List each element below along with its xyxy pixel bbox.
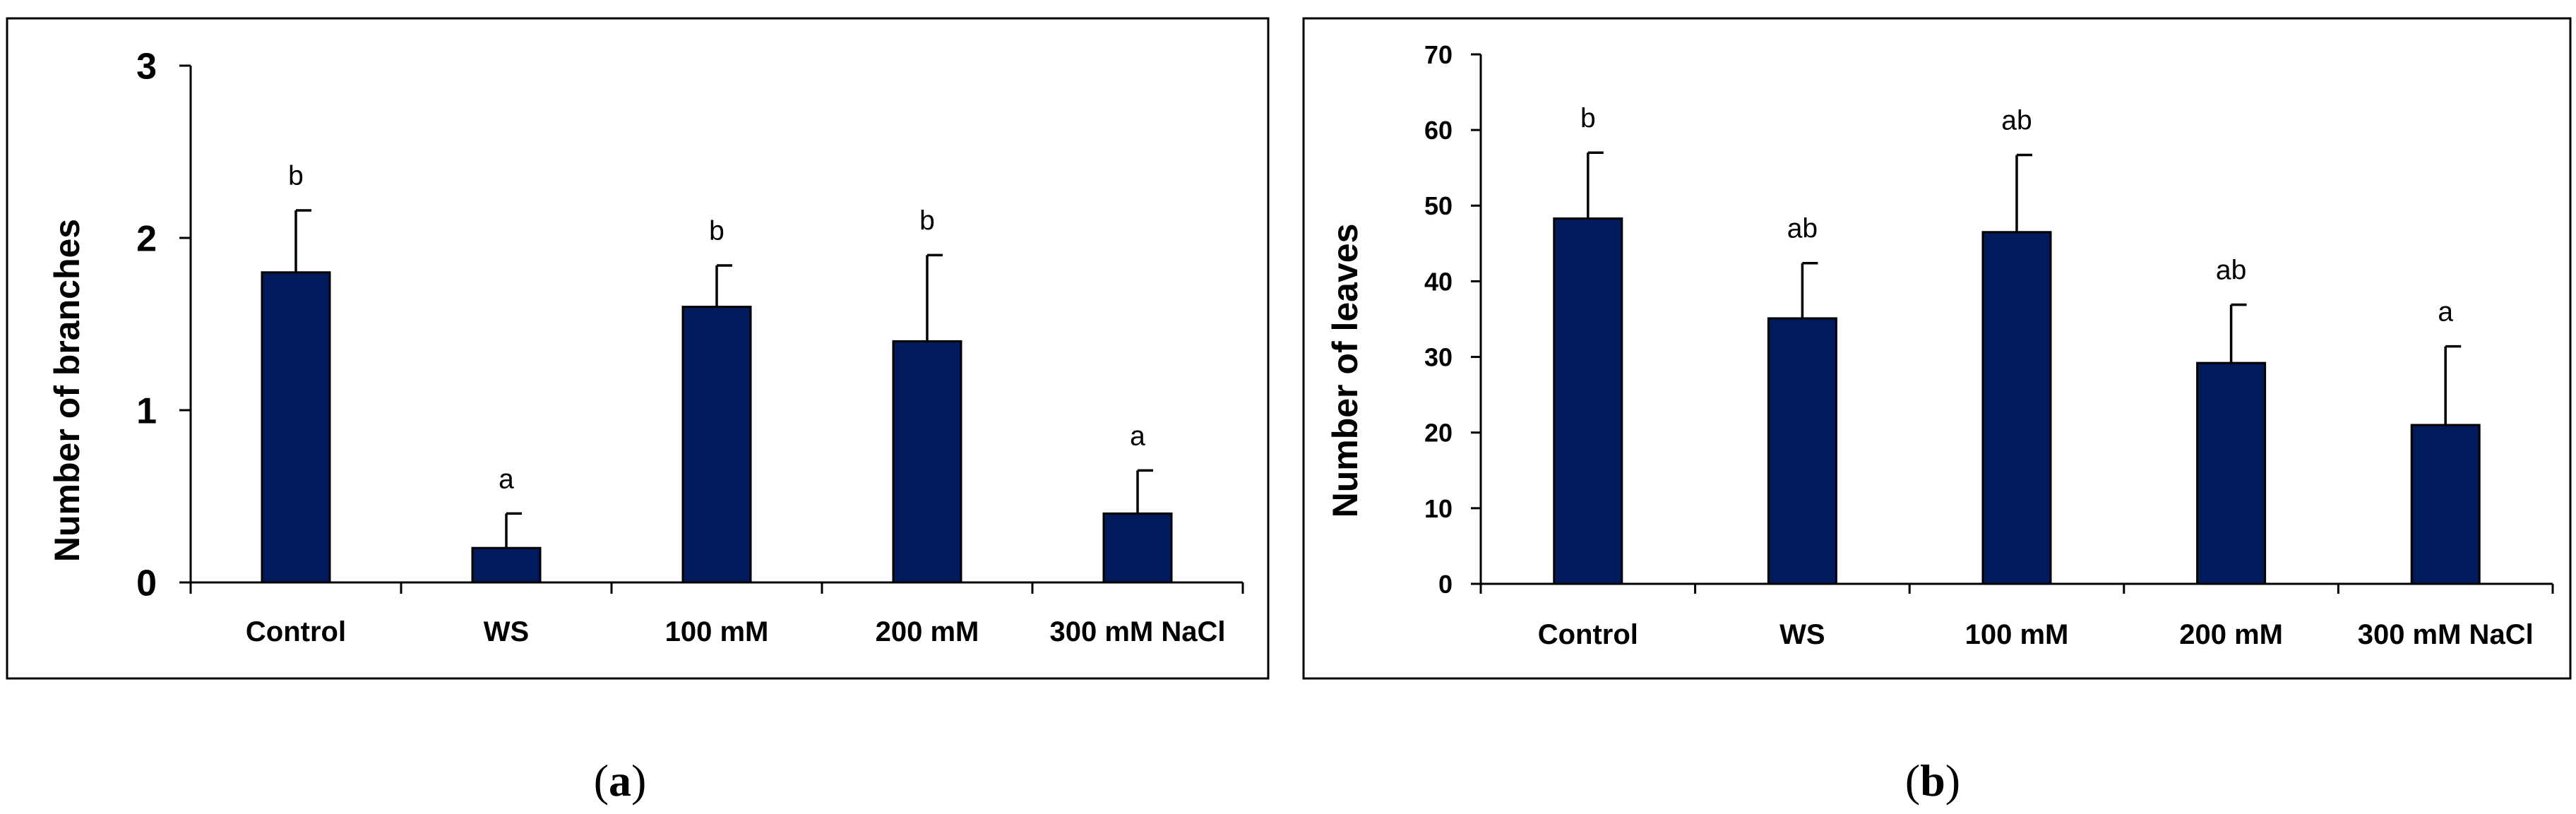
panel-a-error-bar (1136, 469, 1153, 514)
panel-b-bar (1767, 317, 1837, 585)
panel-b-error-bar (2229, 303, 2247, 364)
panel-a-y-tick-label: 3 (136, 47, 157, 88)
panel-a-significance-letter: b (288, 161, 304, 191)
panel-a-frame (6, 17, 1270, 680)
panel-b-bar (2410, 424, 2481, 585)
panel-b-plot: 0 10 20 30 40 50 60 70 b Control ab WS ab 100 mM ab 200… (1424, 40, 2554, 650)
panel-b-significance-letter: a (2438, 297, 2453, 328)
panel-b-caption-close: ) (1945, 755, 1960, 806)
panel-b-x-tick-label: 200 mM (2179, 619, 2283, 650)
panel-b-bar (2196, 361, 2267, 585)
panel-b-error-bar (1587, 151, 1604, 219)
panel-a-plot: 0 1 2 3 b Control a WS b 100 mM b 200 mM a 300 mM NaC… (136, 47, 1244, 647)
panel-a-error-bar (926, 253, 943, 342)
panel-a-x-tick-label: Control (246, 616, 346, 647)
panel-a-significance-letter: b (919, 205, 935, 236)
panel-b-x-tick-label: 100 mM (1965, 619, 2069, 650)
panel-a-caption-close: ) (631, 755, 646, 806)
panel-b-error-bar (1801, 261, 1818, 318)
panel-a-bar (1102, 512, 1173, 584)
panel-a-y-tick-label: 1 (136, 391, 157, 432)
panel-a-caption-open: ( (594, 755, 609, 806)
panel-a-error-bar (294, 209, 311, 273)
panel-a-bar (892, 340, 962, 584)
panel-a-significance-letter: b (709, 216, 724, 246)
panel-a-error-bar (715, 264, 732, 307)
panel-a-significance-letter: a (499, 464, 514, 494)
panel-a-x-tick-label: 100 mM (665, 616, 769, 647)
panel-b-caption-letter: b (1920, 755, 1945, 806)
panel-b: Number of leaves 0 10 20 30 40 50 60 70 b Control… (1302, 17, 2572, 680)
panel-b-significance-letter: ab (2216, 256, 2246, 286)
panel-a-x-tick-label: 300 mM NaCl (1050, 616, 1226, 647)
panel-a-significance-letter: a (1130, 421, 1145, 451)
panel-a-error-bar (505, 512, 522, 549)
panel-b-x-tick-label: WS (1779, 619, 1825, 650)
panel-b-y-tick-label: 0 (1438, 570, 1453, 599)
panel-a: Number of branches 0 1 2 3 b Control a WS b 100 m… (6, 17, 1270, 680)
panel-a-caption-letter: a (609, 755, 631, 806)
panel-b-bar (1553, 217, 1623, 585)
panel-a-bar (471, 546, 542, 584)
panel-b-frame (1302, 17, 2572, 680)
panel-a-bar (681, 306, 752, 584)
panel-b-y-tick-label: 50 (1424, 191, 1453, 220)
panel-b-significance-letter: b (1580, 103, 1596, 133)
panel-b-y-tick-label: 70 (1424, 40, 1453, 69)
panel-b-error-bar (2444, 345, 2462, 425)
panel-a-x-tick-label: WS (484, 616, 529, 647)
panel-b-significance-letter: ab (2001, 106, 2032, 136)
panel-b-y-tick-label: 30 (1424, 343, 1453, 372)
panel-b-y-tick-label: 10 (1424, 494, 1453, 523)
panel-b-y-tick-label: 40 (1424, 267, 1453, 296)
panel-a-y-tick-label: 2 (136, 219, 157, 260)
panel-b-y-tick-label: 20 (1424, 419, 1453, 448)
panel-b-bar (1981, 231, 2052, 585)
panel-b-caption: (b) (1905, 755, 1960, 806)
panel-b-significance-letter: ab (1787, 214, 1818, 244)
panel-b-caption-open: ( (1905, 755, 1920, 806)
panel-a-bar (261, 271, 331, 584)
panel-a-caption: (a) (594, 755, 647, 806)
panel-a-y-axis-label: Number of branches (47, 219, 87, 562)
panel-b-error-bar (2015, 153, 2032, 232)
panel-b-x-tick-label: Control (1538, 619, 1638, 650)
panel-b-y-axis-label: Number of leaves (1325, 224, 1365, 518)
panel-a-x-tick-label: 200 mM (876, 616, 979, 647)
panel-b-y-tick-label: 60 (1424, 116, 1453, 145)
panel-b-x-tick-label: 300 mM NaCl (2358, 619, 2534, 650)
panel-a-y-tick-label: 0 (136, 563, 157, 604)
